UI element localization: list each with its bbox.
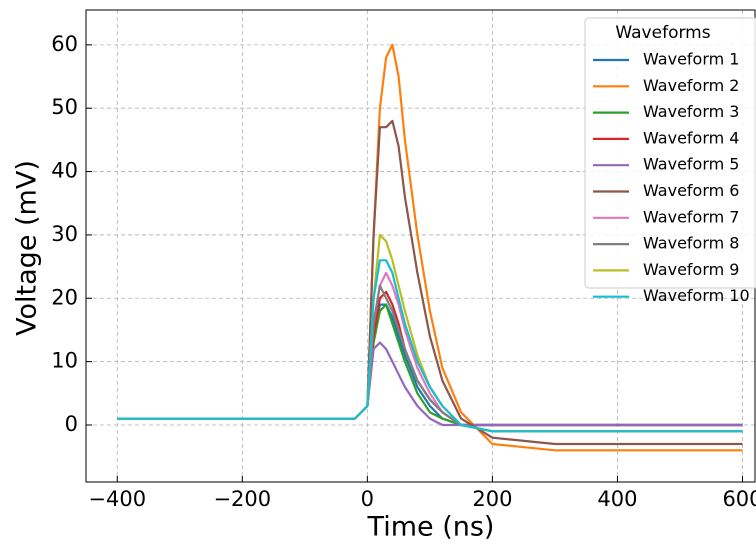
- x-tick-label: 200: [472, 487, 512, 511]
- legend-label: Waveform 7: [643, 207, 739, 226]
- legend-label: Waveform 4: [643, 128, 739, 147]
- y-tick-label: 30: [51, 222, 78, 246]
- legend-title: Waveforms: [615, 23, 710, 43]
- waveform-line: [117, 259, 743, 433]
- y-tick-label: 10: [51, 349, 78, 373]
- x-tick-label: 400: [597, 487, 637, 511]
- x-tick-label: 600: [722, 487, 756, 511]
- y-axis-label: Voltage (mV): [12, 160, 43, 336]
- legend-label: Waveform 1: [643, 50, 739, 69]
- x-tick-label: −200: [213, 487, 271, 511]
- legend-label: Waveform 2: [643, 76, 739, 95]
- x-tick-label: 0: [361, 487, 374, 511]
- x-tick-label: −400: [88, 487, 146, 511]
- legend-label: Waveform 9: [643, 260, 739, 279]
- y-tick-label: 0: [65, 412, 78, 436]
- legend-label: Waveform 6: [643, 181, 739, 200]
- x-axis-label: Time (ns): [367, 512, 495, 543]
- y-tick-label: 40: [51, 159, 78, 183]
- legend-label: Waveform 10: [643, 286, 750, 305]
- y-tick-label: 20: [51, 285, 78, 309]
- legend-label: Waveform 3: [643, 102, 739, 121]
- y-tick-label: 50: [51, 95, 78, 119]
- legend-label: Waveform 8: [643, 234, 739, 253]
- y-tick-label: 60: [51, 32, 78, 56]
- legend-label: Waveform 5: [643, 155, 739, 174]
- waveform-line: [117, 303, 743, 427]
